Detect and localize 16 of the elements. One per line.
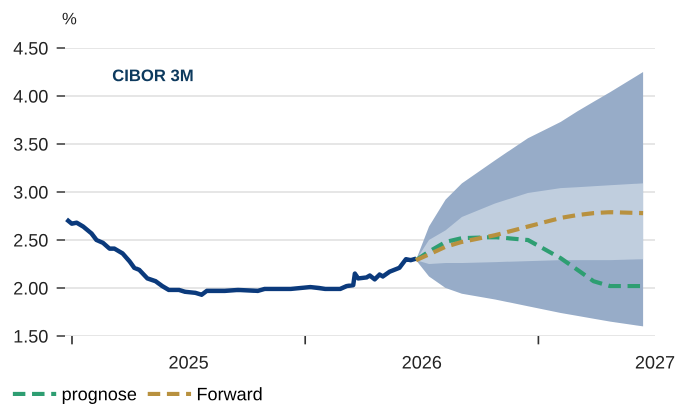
x-tick-label: 2026	[402, 356, 442, 369]
y-tick-label: 4.00	[14, 90, 48, 103]
y-tick-label: 4.50	[14, 42, 48, 55]
text: CIBOR 3M	[112, 69, 193, 82]
y-tick-label: 1.50	[14, 330, 48, 343]
y-tick-label: 2.50	[14, 234, 48, 247]
legend-label: prognose	[62, 390, 136, 404]
y-tick-label: 2.00	[14, 282, 48, 295]
legend-label: Forward	[198, 387, 262, 400]
x-tick-label: 2025	[169, 356, 208, 369]
y-tick-label: 3.50	[14, 138, 48, 151]
line-series	[66, 218, 416, 297]
line-series	[414, 210, 646, 262]
y-axis-title: %	[62, 12, 76, 24]
x-tick-label: 2027	[636, 356, 674, 369]
y-tick-label: 3.00	[14, 186, 48, 199]
